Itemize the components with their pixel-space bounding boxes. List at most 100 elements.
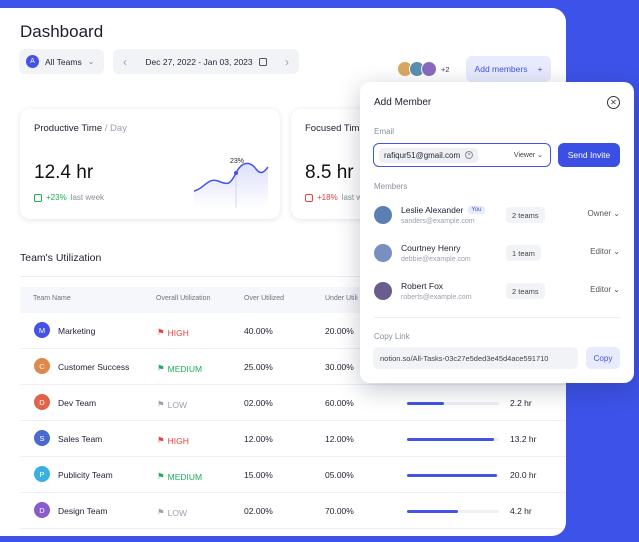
over-utilized: 25.00% (244, 362, 273, 372)
modal-title: Add Member (374, 97, 432, 108)
card-title: Focused Tim (305, 123, 360, 134)
hours-value: 4.2 hr (510, 506, 532, 516)
over-utilized: 15.00% (244, 470, 273, 480)
column-header: Team Name (33, 295, 71, 302)
under-utilized: 05.00% (325, 470, 354, 480)
table-row[interactable]: S Sales Team ⚑ HIGH 12.00% 12.00% 13.2 hr (20, 421, 566, 457)
column-header: Overall Utilization (156, 295, 211, 302)
flag-icon: ⚑ (157, 399, 165, 409)
sparkline-chart: 23% (193, 158, 269, 208)
card-delta: +18% last w (305, 193, 362, 202)
table-row[interactable]: D Dev Team ⚑ LOW 02.00% 60.00% 2.2 hr (20, 385, 566, 421)
calendar-icon (258, 57, 267, 66)
card-delta: +23% last week (34, 193, 104, 202)
members-label: Members (374, 182, 408, 191)
member-email: roberts@example.com (401, 294, 472, 301)
hours-value: 2.2 hr (510, 398, 532, 408)
under-utilized: 70.00% (325, 506, 354, 516)
table-row[interactable]: P Publicity Team ⚑ MEDIUM 15.00% 05.00% 20.0 h… (20, 457, 566, 493)
member-email: sanders@example.com (401, 218, 475, 225)
member-teams[interactable]: 2 teams (506, 283, 545, 299)
under-utilized: 12.00% (325, 434, 354, 444)
role-dropdown[interactable]: Owner ⌄ (587, 209, 621, 218)
date-range-label: Dec 27, 2022 - Jan 03, 2023 (145, 56, 253, 67)
flag-icon: ⚑ (157, 471, 165, 481)
avatar (374, 244, 392, 262)
team-filter-dropdown[interactable]: A All Teams ⌄ (19, 49, 104, 74)
divider (374, 317, 620, 318)
utilization-level: ⚑ LOW (157, 399, 187, 410)
member-row: Courtney Henry debbie@example.com 1 team Ed… (374, 239, 620, 267)
team-avatar: S (34, 430, 50, 446)
team-avatar: C (34, 358, 50, 374)
chevron-down-icon: ⌄ (87, 57, 95, 66)
over-utilized: 12.00% (244, 434, 273, 444)
role-select[interactable]: Viewer ⌄ (513, 152, 543, 159)
delta-value: +18% (317, 193, 338, 202)
delta-value: +23% (46, 193, 67, 202)
hours-value: 20.0 hr (510, 470, 537, 480)
team-avatar: D (34, 502, 50, 518)
flag-icon: ⚑ (157, 327, 165, 337)
email-chip: rafiqur51@gmail.com ✕ (379, 147, 479, 163)
column-header: Under Utili (325, 295, 358, 302)
over-utilized: 02.00% (244, 398, 273, 408)
team-avatar: P (34, 466, 50, 482)
email-chip-text: rafiqur51@gmail.com (384, 150, 461, 160)
team-name: Customer Success (58, 362, 130, 372)
member-avatars[interactable]: +2 (397, 61, 450, 77)
team-avatar: M (34, 322, 50, 338)
prev-date-icon[interactable]: ‹ (123, 54, 127, 69)
email-field[interactable]: rafiqur51@gmail.com ✕ Viewer ⌄ (373, 143, 551, 167)
team-name: Marketing (58, 326, 96, 336)
next-date-icon[interactable]: › (285, 54, 289, 69)
progress-bar (407, 402, 499, 405)
share-link-field[interactable]: notion.so/All-Tasks-03c27e5ded3e45d4ace5… (373, 347, 578, 369)
member-name: Courtney Henry (401, 243, 461, 253)
divider (20, 276, 566, 277)
team-avatar: D (34, 394, 50, 410)
over-utilized: 40.00% (244, 326, 273, 336)
member-teams[interactable]: 1 team (506, 245, 541, 261)
productive-time-card: Productive Time / Day 12.4 hr +23% last … (20, 109, 280, 219)
over-utilized: 02.00% (244, 506, 273, 516)
avatar (421, 61, 437, 77)
table-row[interactable]: M Marketing ⚑ HIGH 40.00% 20.00% (20, 313, 566, 349)
role-dropdown[interactable]: Editor ⌄ (590, 285, 620, 294)
close-icon[interactable]: ✕ (607, 96, 620, 109)
team-avatar: A (26, 55, 39, 68)
team-name: Design Team (58, 506, 108, 516)
sparkline-label: 23% (230, 158, 244, 165)
table-row[interactable]: C Customer Success ⚑ MEDIUM 25.00% 30.00% (20, 349, 566, 385)
date-range-field[interactable]: Dec 27, 2022 - Jan 03, 2023 (137, 57, 275, 67)
member-teams[interactable]: 2 teams (506, 207, 545, 223)
utilization-level: ⚑ LOW (157, 507, 187, 518)
delta-label: last week (70, 193, 105, 202)
add-member-modal: Add Member ✕ Email rafiqur51@gmail.com ✕… (360, 82, 634, 383)
team-name: Sales Team (58, 434, 103, 444)
utilization-level: ⚑ HIGH (157, 435, 189, 446)
under-utilized: 60.00% (325, 398, 354, 408)
table-row[interactable]: D Design Team ⚑ LOW 02.00% 70.00% 4.2 hr (20, 493, 566, 529)
card-title: Productive Time / Day (34, 123, 127, 134)
team-filter-label: All Teams (45, 56, 82, 67)
progress-bar (407, 438, 499, 441)
hours-value: 13.2 hr (510, 434, 537, 444)
you-badge: You (468, 206, 485, 214)
member-name: Robert Fox (401, 281, 444, 291)
role-dropdown[interactable]: Editor ⌄ (590, 247, 620, 256)
member-email: debbie@example.com (401, 256, 471, 263)
copy-button[interactable]: Copy (586, 347, 620, 369)
copy-link-label: Copy Link (374, 332, 410, 341)
under-utilized: 20.00% (325, 326, 354, 336)
add-members-button[interactable]: Add members + (466, 56, 551, 82)
send-invite-button[interactable]: Send Invite (558, 143, 620, 167)
remove-icon[interactable]: ✕ (465, 151, 474, 159)
column-header: Over Utilized (244, 295, 285, 302)
extra-members-count: +2 (441, 64, 450, 74)
under-utilized: 30.00% (325, 362, 354, 372)
member-row: Leslie Alexander You sanders@example.com 2 … (374, 201, 620, 229)
utilization-level: ⚑ HIGH (157, 327, 189, 338)
progress-bar (407, 474, 499, 477)
team-name: Dev Team (58, 398, 97, 408)
